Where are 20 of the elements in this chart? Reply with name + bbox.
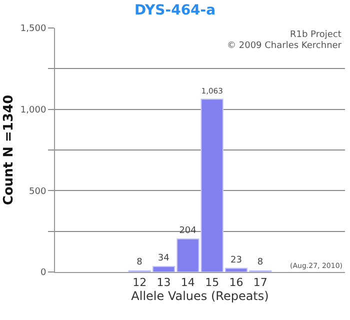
x-tick-label: 15 xyxy=(205,276,220,290)
chart-title: DYS-464-a xyxy=(134,2,216,19)
y-tick-label: 500 xyxy=(29,186,46,197)
y-tick-label: 0 xyxy=(40,268,46,278)
x-axis-title: Allele Values (Repeats) xyxy=(131,289,269,304)
data-label: 23 xyxy=(230,255,242,266)
x-tick-label: 16 xyxy=(229,276,244,290)
x-tick-label: 13 xyxy=(156,276,171,290)
x-tick-label: 12 xyxy=(132,276,147,290)
y-tick-label: 1,500 xyxy=(20,24,46,34)
y-axis-title: Count N =1340 xyxy=(1,94,16,206)
x-tick-label: 17 xyxy=(253,276,268,290)
data-label: 1,063 xyxy=(201,86,224,96)
y-tick-label: 1,000 xyxy=(20,105,46,116)
data-label: 8 xyxy=(136,258,143,268)
data-label: 8 xyxy=(257,258,264,268)
x-tick-label: 14 xyxy=(180,276,195,290)
annotation: R1b Project xyxy=(290,30,342,40)
data-label: 34 xyxy=(158,253,170,264)
annotation: © 2009 Charles Kerchner xyxy=(227,41,342,51)
